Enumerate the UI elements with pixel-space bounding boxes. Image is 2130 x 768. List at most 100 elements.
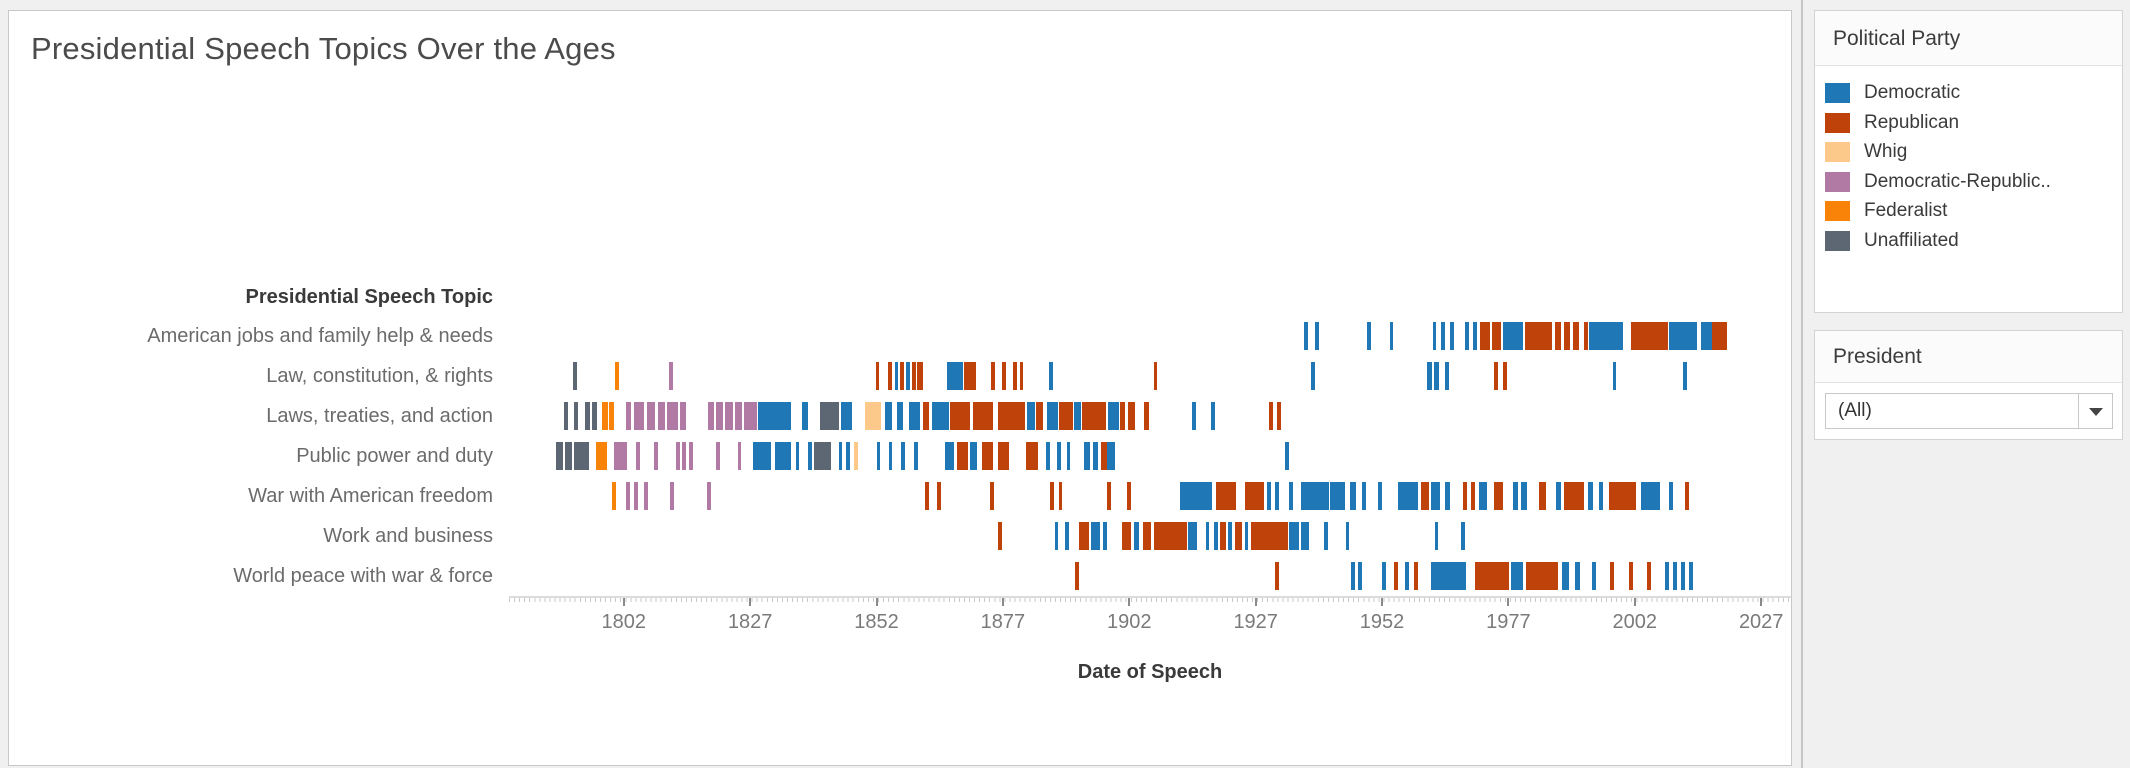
gantt-mark[interactable] [1473, 322, 1477, 350]
row-label[interactable]: Law, constitution, & rights [266, 365, 493, 387]
gantt-mark[interactable] [1179, 482, 1212, 510]
gantt-mark[interactable] [900, 442, 905, 470]
gantt-mark[interactable] [908, 402, 921, 430]
gantt-mark[interactable] [1153, 362, 1158, 390]
gantt-mark[interactable] [707, 402, 715, 430]
gantt-mark[interactable] [1612, 362, 1617, 390]
gantt-mark[interactable] [972, 402, 994, 430]
gantt-mark[interactable] [1013, 362, 1017, 390]
gantt-mark[interactable] [1127, 482, 1132, 510]
row-label[interactable]: World peace with war & force [233, 565, 493, 587]
row-label[interactable]: Public power and duty [296, 445, 493, 467]
gantt-mark[interactable] [1268, 402, 1273, 430]
gantt-mark[interactable] [1310, 362, 1315, 390]
gantt-mark[interactable] [680, 402, 687, 430]
gantt-mark[interactable] [1528, 322, 1553, 350]
gantt-mark[interactable] [1564, 322, 1570, 350]
gantt-mark[interactable] [1421, 482, 1429, 510]
gantt-mark[interactable] [573, 362, 578, 390]
gantt-mark[interactable] [1019, 362, 1024, 390]
gantt-mark[interactable] [1303, 322, 1308, 350]
gantt-mark[interactable] [1251, 522, 1289, 550]
gantt-mark[interactable] [1665, 562, 1669, 590]
gantt-mark[interactable] [654, 442, 658, 470]
gantt-mark[interactable] [1001, 362, 1006, 390]
gantt-mark[interactable] [564, 402, 568, 430]
gantt-mark[interactable] [1445, 482, 1451, 510]
gantt-mark[interactable] [1668, 322, 1697, 350]
gantt-mark[interactable] [932, 402, 949, 430]
gantt-mark[interactable] [1673, 562, 1677, 590]
gantt-mark[interactable] [885, 402, 893, 430]
gantt-mark[interactable] [1093, 442, 1099, 470]
gantt-mark[interactable] [906, 362, 911, 390]
gantt-mark[interactable] [1315, 322, 1320, 350]
gantt-mark[interactable] [1361, 482, 1366, 510]
gantt-mark[interactable] [1685, 482, 1690, 510]
gantt-mark[interactable] [1081, 402, 1107, 430]
gantt-mark[interactable] [625, 402, 632, 430]
gantt-mark[interactable] [625, 482, 630, 510]
gantt-mark[interactable] [820, 402, 840, 430]
gantt-mark[interactable] [1561, 562, 1569, 590]
gantt-mark[interactable] [888, 442, 893, 470]
gantt-mark[interactable] [1026, 402, 1036, 430]
gantt-mark[interactable] [1107, 482, 1111, 510]
gantt-mark[interactable] [1382, 562, 1386, 590]
gantt-mark[interactable] [1647, 562, 1652, 590]
gantt-mark[interactable] [1526, 562, 1558, 590]
gantt-mark[interactable] [864, 402, 882, 430]
gantt-mark[interactable] [1289, 482, 1293, 510]
gantt-mark[interactable] [896, 402, 903, 430]
gantt-mark[interactable] [1026, 442, 1038, 470]
gantt-mark[interactable] [1205, 522, 1210, 550]
gantt-mark[interactable] [667, 402, 679, 430]
gantt-mark[interactable] [1493, 362, 1498, 390]
gantt-mark[interactable] [969, 442, 977, 470]
gantt-mark[interactable] [1502, 322, 1523, 350]
gantt-mark[interactable] [997, 522, 1002, 550]
gantt-mark[interactable] [1640, 482, 1661, 510]
gantt-mark[interactable] [846, 442, 851, 470]
gantt-mark[interactable] [1465, 322, 1470, 350]
gantt-mark[interactable] [1289, 522, 1299, 550]
gantt-mark[interactable] [757, 402, 792, 430]
gantt-mark[interactable] [1267, 482, 1272, 510]
gantt-mark[interactable] [1244, 522, 1249, 550]
gantt-mark[interactable] [801, 402, 808, 430]
gantt-mark[interactable] [1493, 482, 1503, 510]
president-dropdown[interactable]: (All) [1825, 393, 2113, 429]
gantt-mark[interactable] [658, 402, 666, 430]
gantt-mark[interactable] [888, 362, 892, 390]
gantt-mark[interactable] [1349, 482, 1356, 510]
gantt-mark[interactable] [814, 442, 832, 470]
gantt-mark[interactable] [1213, 522, 1218, 550]
gantt-mark[interactable] [1426, 362, 1432, 390]
gantt-mark[interactable] [1525, 322, 1529, 350]
gantt-mark[interactable] [1479, 482, 1487, 510]
gantt-mark[interactable] [744, 402, 757, 430]
gantt-mark[interactable] [612, 482, 616, 510]
gantt-mark[interactable] [1054, 522, 1059, 550]
row-label[interactable]: War with American freedom [248, 485, 493, 507]
gantt-mark[interactable] [1078, 522, 1089, 550]
gantt-mark[interactable] [1430, 482, 1440, 510]
gantt-mark[interactable] [1394, 562, 1399, 590]
gantt-mark[interactable] [1244, 482, 1265, 510]
gantt-mark[interactable] [1475, 562, 1510, 590]
gantt-mark[interactable] [1301, 522, 1309, 550]
gantt-mark[interactable] [1066, 442, 1071, 470]
gantt-mark[interactable] [775, 442, 791, 470]
gantt-mark[interactable] [1598, 482, 1603, 510]
gantt-mark[interactable] [675, 442, 680, 470]
gantt-mark[interactable] [911, 362, 916, 390]
gantt-mark[interactable] [795, 442, 800, 470]
gantt-mark[interactable] [1119, 402, 1125, 430]
gantt-mark[interactable] [1057, 442, 1061, 470]
gantt-mark[interactable] [615, 362, 620, 390]
gantt-mark[interactable] [716, 402, 724, 430]
dropdown-arrow-button[interactable] [2078, 394, 2112, 428]
gantt-mark[interactable] [1323, 522, 1328, 550]
gantt-mark[interactable] [1049, 362, 1054, 390]
gantt-mark[interactable] [1366, 322, 1371, 350]
